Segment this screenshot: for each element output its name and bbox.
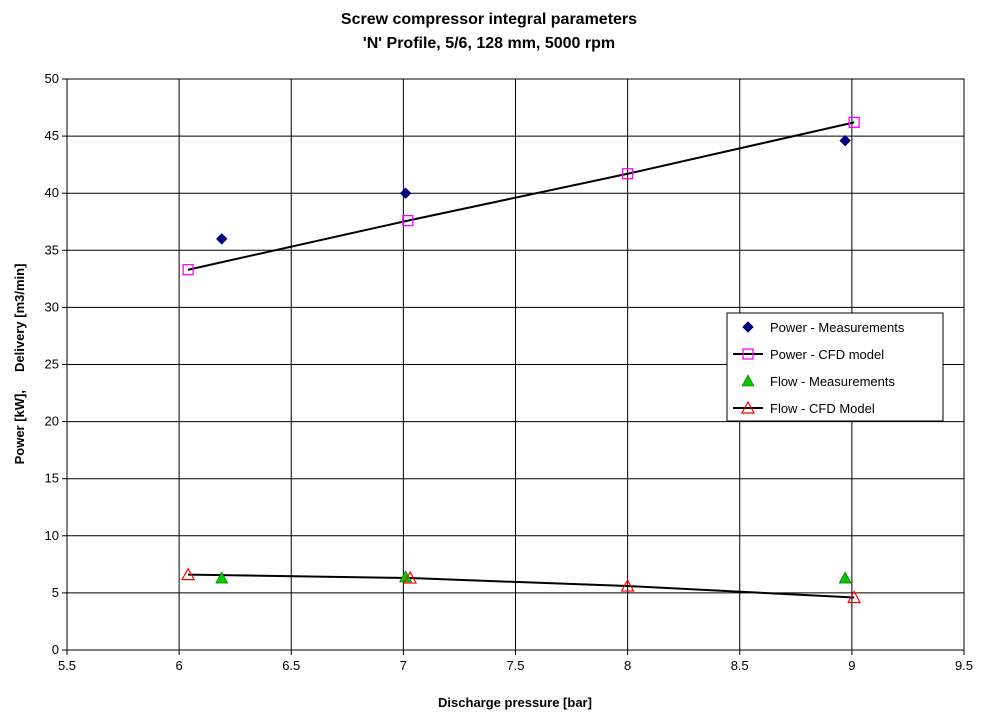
chart-title: Screw compressor integral parameters xyxy=(341,11,637,28)
y-tick-label: 15 xyxy=(45,471,59,486)
point-flow-measurements xyxy=(215,571,229,584)
point-flow-cfd-model xyxy=(181,567,196,581)
point-power-cfd-model xyxy=(621,168,634,180)
y-tick-label: 5 xyxy=(52,585,59,600)
chart-subtitle: 'N' Profile, 5/6, 128 mm, 5000 rpm xyxy=(363,35,615,52)
legend-marker-flow-measurements xyxy=(741,374,755,387)
legend-marker-power-measurements xyxy=(742,321,754,333)
legend-label-power-cfd-model: Power - CFD model xyxy=(770,347,884,362)
point-power-cfd-model xyxy=(848,116,860,129)
x-tick-label: 9.5 xyxy=(955,658,973,673)
y-tick-label: 50 xyxy=(45,71,59,86)
series-lines xyxy=(187,121,855,599)
x-tick-label: 6.5 xyxy=(282,658,300,673)
point-power-measurements xyxy=(399,187,412,199)
point-flow-cfd-model xyxy=(847,590,862,604)
y-tick-label: 40 xyxy=(45,185,59,200)
legend-label-power-measurements: Power - Measurements xyxy=(770,320,905,335)
y-axis-ticks: 0 5 10 15 20 25 30 35 40 45 50 xyxy=(45,71,67,657)
legend-box xyxy=(726,312,944,422)
legend-marker-flow-cfd-model xyxy=(740,400,756,414)
line-flow-cfd-model xyxy=(188,573,855,599)
x-tick-label: 7 xyxy=(400,658,407,673)
point-power-measurements xyxy=(839,134,851,147)
legend: Power - Measurements Power - CFD model Flo… xyxy=(726,312,944,422)
y-tick-label: 45 xyxy=(45,128,59,143)
x-tick-label: 6 xyxy=(176,658,183,673)
legend-marker-power-cfd-model xyxy=(742,348,754,360)
point-power-cfd-model xyxy=(182,264,194,276)
series-markers xyxy=(181,116,862,604)
point-power-cfd-model xyxy=(402,214,414,227)
x-tick-label: 5.5 xyxy=(58,658,76,673)
x-axis-ticks: 5.5 6 6.5 7 7.5 8 8.5 9 9.5 xyxy=(58,650,973,673)
point-flow-measurements xyxy=(399,570,413,583)
point-flow-cfd-model xyxy=(403,570,418,584)
x-tick-label: 9 xyxy=(848,658,855,673)
y-axis-label: Power [kW], Delivery [m3/min] xyxy=(12,264,27,465)
y-tick-label: 35 xyxy=(45,242,59,257)
y-tick-label: 20 xyxy=(45,414,59,429)
legend-label-flow-measurements: Flow - Measurements xyxy=(770,374,895,389)
y-tick-label: 25 xyxy=(45,357,59,372)
line-power-cfd-model xyxy=(187,121,855,271)
y-tick-label: 0 xyxy=(52,642,59,657)
legend-label-flow-cfd-model: Flow - CFD Model xyxy=(770,401,875,416)
x-axis-label: Discharge pressure [bar] xyxy=(438,695,592,710)
x-tick-label: 7.5 xyxy=(506,658,524,673)
y-tick-label: 10 xyxy=(45,528,59,543)
point-power-measurements xyxy=(216,233,228,245)
point-flow-measurements xyxy=(838,571,852,584)
point-flow-cfd-model xyxy=(620,578,635,592)
x-tick-label: 8.5 xyxy=(731,658,749,673)
x-tick-label: 8 xyxy=(624,658,631,673)
y-tick-label: 30 xyxy=(45,299,59,314)
